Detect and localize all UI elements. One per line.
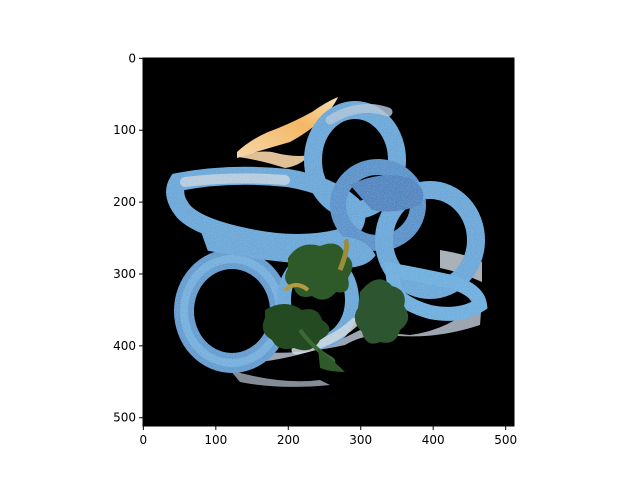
photo-onion-rings [143,58,514,426]
x-tick-label: 500 [494,433,517,447]
x-tick-label: 200 [277,433,300,447]
y-tick-label: 400 [113,339,136,353]
x-tick-label: 100 [204,433,227,447]
y-axis: 0 100 200 300 400 500 [113,51,143,424]
x-tick-label: 300 [349,433,372,447]
y-tick-label: 100 [113,123,136,137]
x-tick-label: 0 [140,433,148,447]
y-tick-label: 0 [128,51,136,65]
y-tick-label: 500 [113,411,136,425]
x-axis: 0 100 200 300 400 500 [140,426,518,447]
x-tick-label: 400 [422,433,445,447]
y-tick-label: 300 [113,267,136,281]
y-tick-label: 200 [113,195,136,209]
